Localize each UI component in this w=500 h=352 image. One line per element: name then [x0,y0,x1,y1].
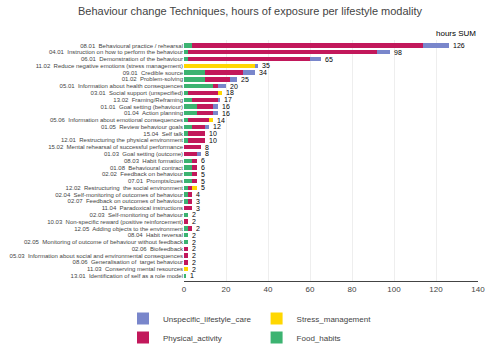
svg-text:34: 34 [259,69,267,76]
svg-text:20: 20 [230,83,238,90]
svg-text:02.06 Biofeedback: 02.06 Biofeedback [132,246,184,252]
svg-text:60: 60 [306,285,315,294]
svg-text:2: 2 [192,239,196,246]
svg-text:20: 20 [222,285,231,294]
svg-text:06.01 Demonstration of the be: 06.01 Demonstration of the behaviour [81,56,183,62]
svg-text:2: 2 [192,211,196,218]
svg-text:Physical_activity: Physical_activity [163,334,222,343]
svg-text:18: 18 [226,89,234,96]
svg-text:10.03 Non-specific reward (po: 10.03 Non-specific reward (positive rein… [47,219,183,225]
svg-text:8: 8 [205,144,209,151]
svg-text:16: 16 [222,110,230,117]
svg-text:02.04 Self-monitoring of outc: 02.04 Self-monitoring of outcomes of beh… [55,192,183,198]
svg-text:8: 8 [205,150,209,157]
svg-text:05.03 Information about socia: 05.03 Information about social and envir… [10,253,183,259]
svg-text:80: 80 [348,285,357,294]
svg-text:01.03 Goal setting (outcome): 01.03 Goal setting (outcome) [104,151,183,157]
svg-text:Unspecific_lifestyle_care: Unspecific_lifestyle_care [163,315,252,324]
svg-text:2: 2 [192,245,196,252]
svg-text:6: 6 [201,164,205,171]
svg-text:98: 98 [394,49,402,56]
svg-text:5: 5 [201,171,205,178]
svg-text:10: 10 [209,130,217,137]
svg-text:2: 2 [192,259,196,266]
svg-text:08.06 Generalisation of targ: 08.06 Generalisation of target behaviour [73,259,183,265]
svg-text:02.03 Self-monitoring of beha: 02.03 Self-monitoring of behaviour [90,212,183,218]
svg-text:02.07 Feedback on outcomes of: 02.07 Feedback on outcomes of behaviour [68,198,183,204]
svg-text:140: 140 [471,285,485,294]
svg-text:13.01 Identification of self: 13.01 Identification of self as a role m… [71,273,183,279]
svg-text:40: 40 [264,285,273,294]
svg-text:11.02 Reduce negative emotion: 11.02 Reduce negative emotions (stress m… [36,63,183,69]
svg-text:04.01 Instruction on how to p: 04.01 Instruction on how to perform the … [49,49,183,55]
svg-text:02.05 Monitoring of outcome o: 02.05 Monitoring of outcome of behaviour… [24,239,184,245]
svg-text:09.01 Credible source: 09.01 Credible source [123,70,184,76]
svg-text:2: 2 [192,252,196,259]
svg-text:12.02 Restructuring the soci: 12.02 Restructuring the social environme… [66,185,184,191]
svg-text:65: 65 [325,56,333,63]
svg-text:08.04 Habit reversal: 08.04 Habit reversal [128,232,183,238]
svg-text:13.02 Framing/Reframing: 13.02 Framing/Reframing [113,97,183,103]
svg-text:Stress_management: Stress_management [297,315,372,324]
svg-text:12: 12 [213,123,221,130]
svg-text:05.06 Information about emoti: 05.06 Information about emotional conseq… [50,117,183,123]
svg-text:Behaviour change Techniques, h: Behaviour change Techniques, hours of ex… [78,5,423,17]
svg-text:Food_habits: Food_habits [297,334,341,343]
svg-text:0: 0 [182,285,187,294]
svg-text:01.05 Review behaviour goals: 01.05 Review behaviour goals [101,124,183,130]
svg-text:4: 4 [196,191,200,198]
svg-text:14: 14 [217,117,225,124]
svg-text:11.03 Conserving mental resou: 11.03 Conserving mental resources [87,266,183,272]
svg-text:15.04 Self talk: 15.04 Self talk [143,131,184,137]
svg-text:5: 5 [201,178,205,185]
svg-text:2: 2 [192,232,196,239]
svg-text:2: 2 [192,266,196,273]
svg-text:15.02 Mental rehearsal of suc: 15.02 Mental rehearsal of successful per… [48,144,183,150]
svg-text:12.05 Adding objects to the e: 12.05 Adding objects to the environment [74,226,183,232]
svg-text:05.01 Information about healt: 05.01 Information about health consequen… [60,83,183,89]
svg-text:5: 5 [201,184,205,191]
svg-text:08.03 Habit formation: 08.03 Habit formation [124,158,183,164]
svg-text:2: 2 [196,225,200,232]
svg-text:17: 17 [224,96,232,103]
svg-text:01.04 Action planning: 01.04 Action planning [124,110,183,116]
svg-text:100: 100 [387,285,401,294]
svg-text:11.04 Paradoxical instruction: 11.04 Paradoxical instructions [102,205,183,211]
svg-text:35: 35 [262,62,270,69]
svg-text:08.01 Behavioural practice /: 08.01 Behavioural practice / rehearsal [80,43,183,49]
svg-text:25: 25 [241,76,249,83]
svg-text:01.08 Behavioural contract: 01.08 Behavioural contract [110,165,183,171]
svg-text:hours SUM: hours SUM [436,29,476,38]
svg-text:10: 10 [209,137,217,144]
svg-text:3: 3 [196,198,200,205]
svg-text:120: 120 [429,285,443,294]
svg-text:3: 3 [196,205,200,212]
svg-text:6: 6 [201,157,205,164]
svg-text:12.01 Restructuring the physi: 12.01 Restructuring the physical environ… [61,137,183,143]
svg-text:02.02 Feedback on behaviour: 02.02 Feedback on behaviour [102,171,183,177]
svg-text:01.01 Goal setting (behaviour: 01.01 Goal setting (behaviour) [101,104,183,110]
svg-text:01.02 Problem-solving: 01.02 Problem-solving [122,76,183,82]
svg-text:2: 2 [192,218,196,225]
svg-text:1: 1 [190,272,194,279]
svg-text:07.01 Prompts/cues: 07.01 Prompts/cues [128,178,183,184]
svg-text:126: 126 [453,42,465,49]
svg-text:03.01 Social support (unspeci: 03.01 Social support (unspecified) [91,90,183,96]
svg-text:16: 16 [222,103,230,110]
